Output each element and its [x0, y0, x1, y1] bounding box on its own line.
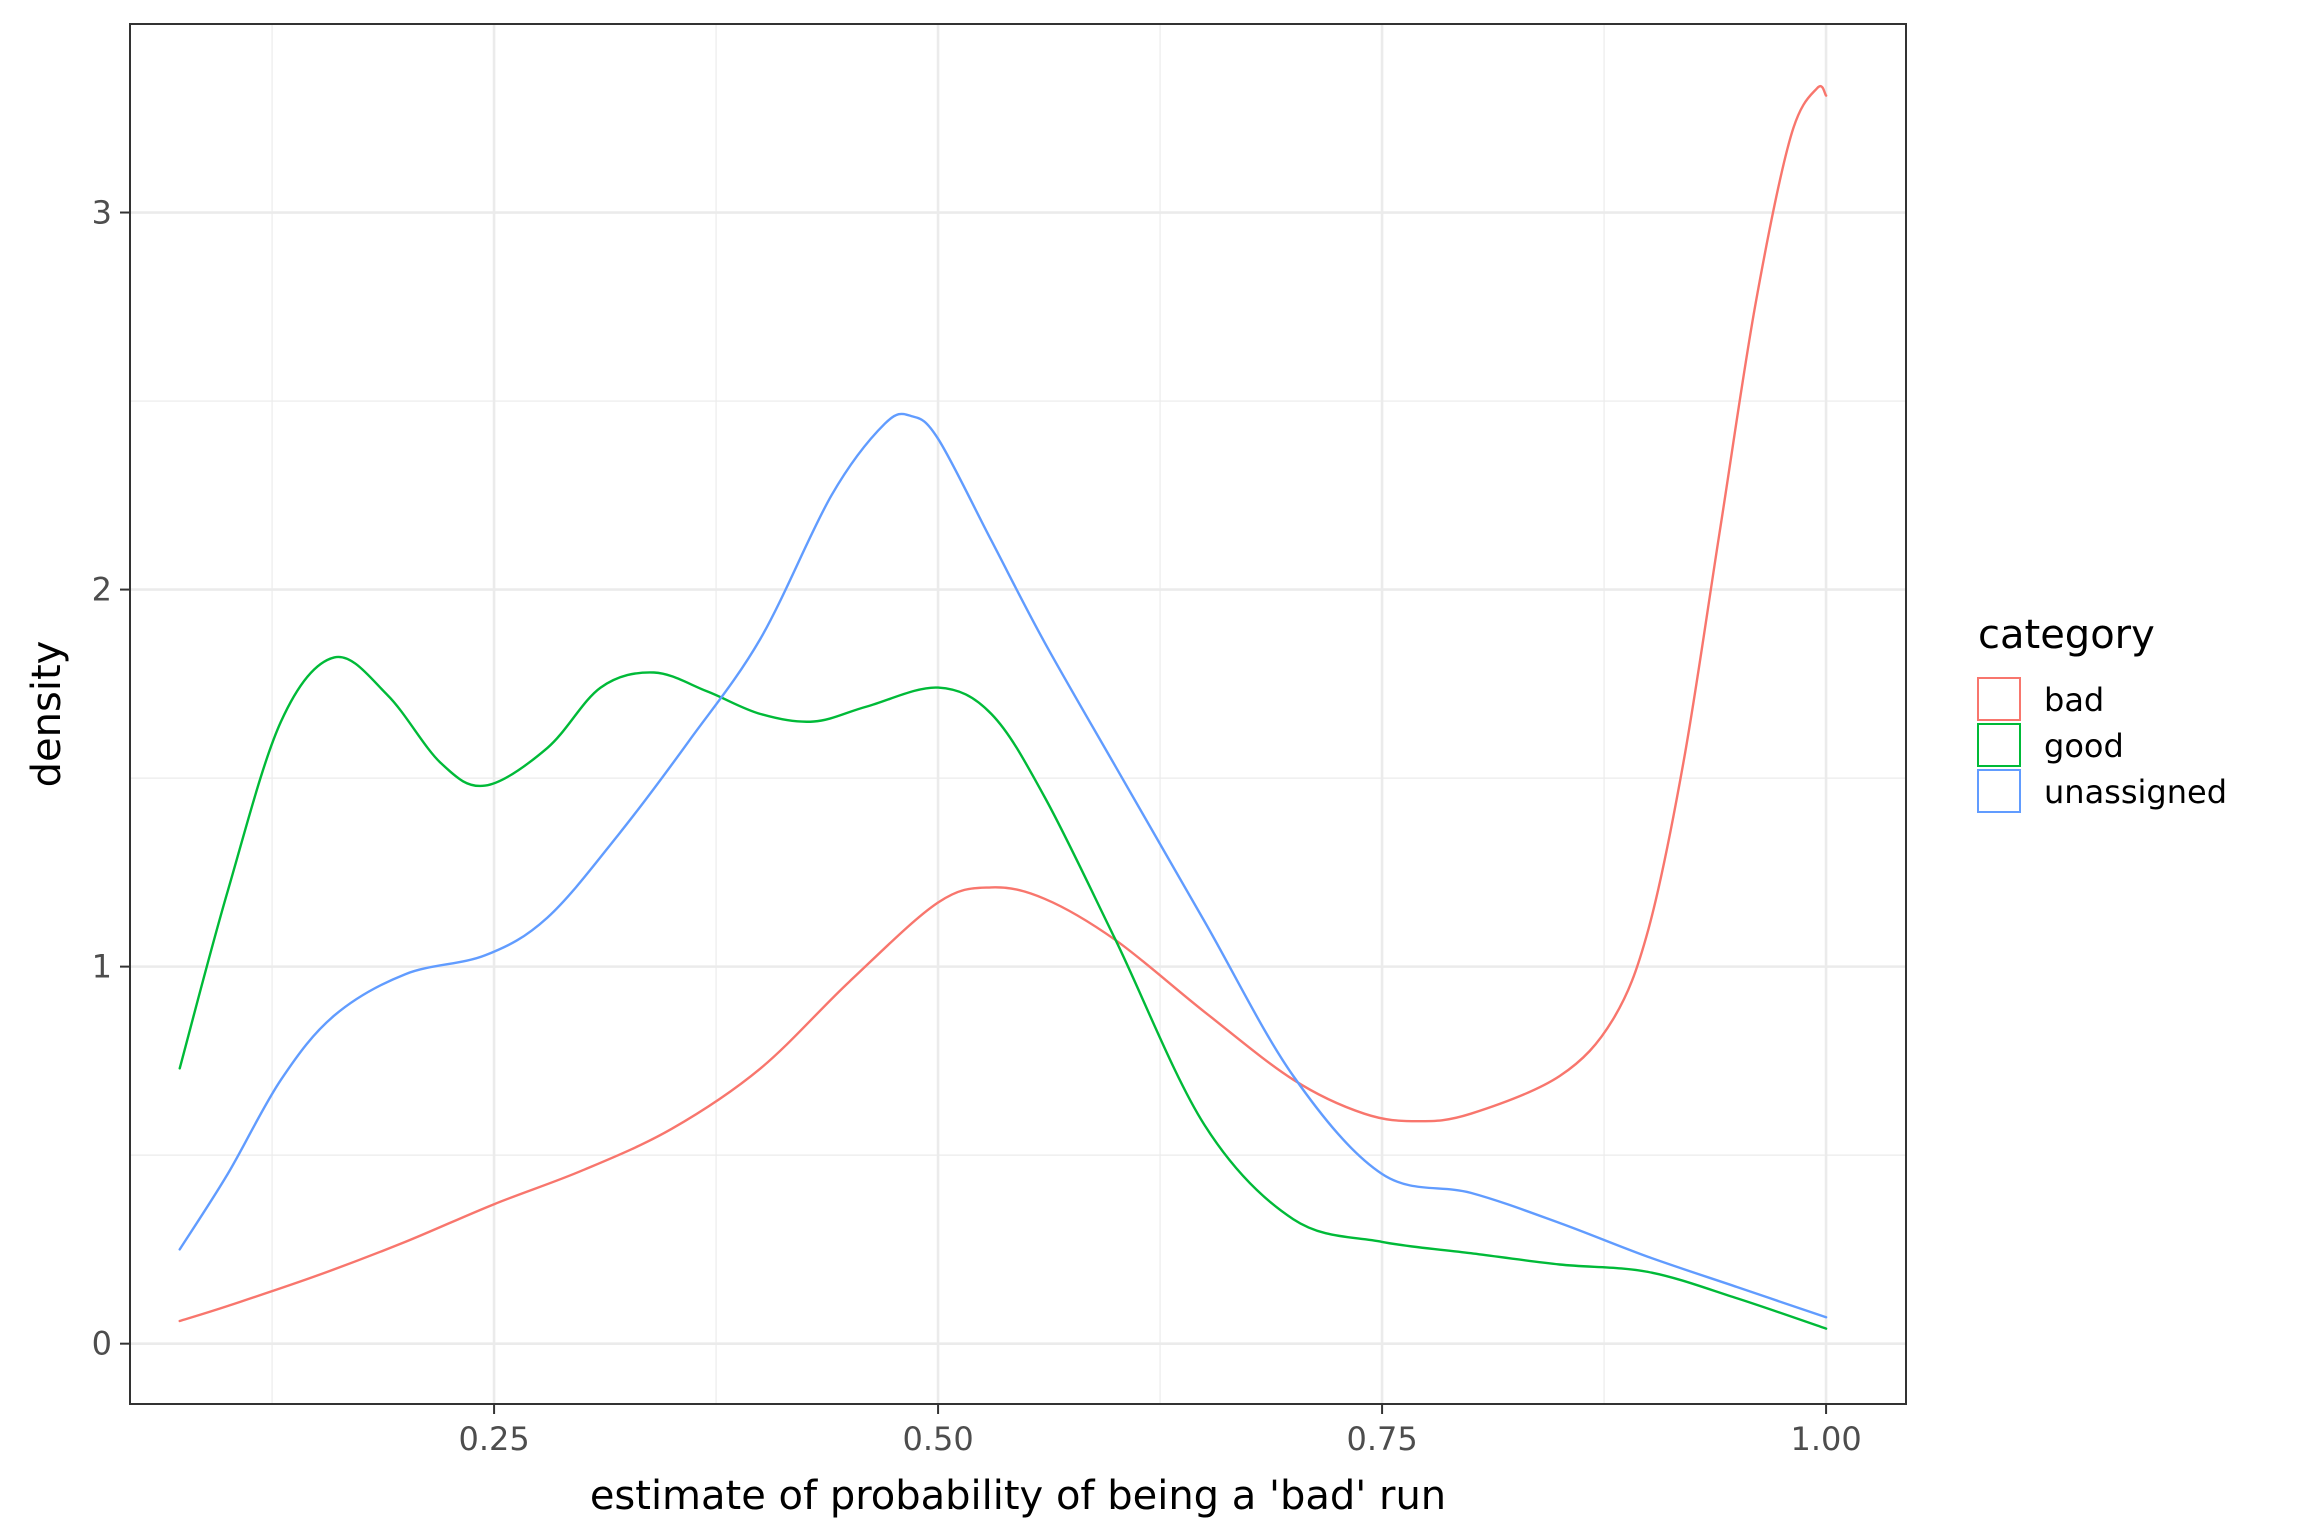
legend-key-unassigned — [1977, 769, 2021, 813]
legend-key-bad — [1977, 677, 2021, 721]
series-lines — [178, 84, 1828, 1330]
minor-gridlines — [130, 24, 1906, 1404]
plot-border — [129, 23, 1907, 1405]
y-axis-title: density — [24, 641, 70, 788]
legend: category bad good unassigned — [1977, 612, 2227, 813]
y-tick-label: 3 — [92, 194, 112, 232]
x-axis: 0.25 0.50 0.75 1.00 — [458, 1404, 1862, 1458]
series-line-good — [178, 655, 1828, 1330]
plot-background — [130, 24, 1906, 1404]
x-tick-label: 0.75 — [1346, 1420, 1417, 1458]
legend-key-good — [1977, 723, 2021, 767]
x-tick-label: 1.00 — [1790, 1420, 1861, 1458]
legend-label-bad: bad — [2044, 681, 2104, 719]
x-axis-title: estimate of probability of being a 'bad'… — [590, 1473, 1446, 1519]
x-tick-label: 0.50 — [902, 1420, 973, 1458]
x-tick-label: 0.25 — [458, 1420, 529, 1458]
y-axis: 0 1 2 3 — [92, 194, 130, 1363]
y-tick-label: 1 — [92, 948, 112, 986]
legend-title: category — [1978, 612, 2155, 658]
y-tick-label: 2 — [92, 571, 112, 609]
legend-label-good: good — [2044, 727, 2124, 765]
legend-label-unassigned: unassigned — [2044, 773, 2227, 811]
series-line-bad — [178, 84, 1828, 1323]
series-line-unassigned — [178, 412, 1828, 1319]
y-tick-label: 0 — [92, 1325, 112, 1363]
